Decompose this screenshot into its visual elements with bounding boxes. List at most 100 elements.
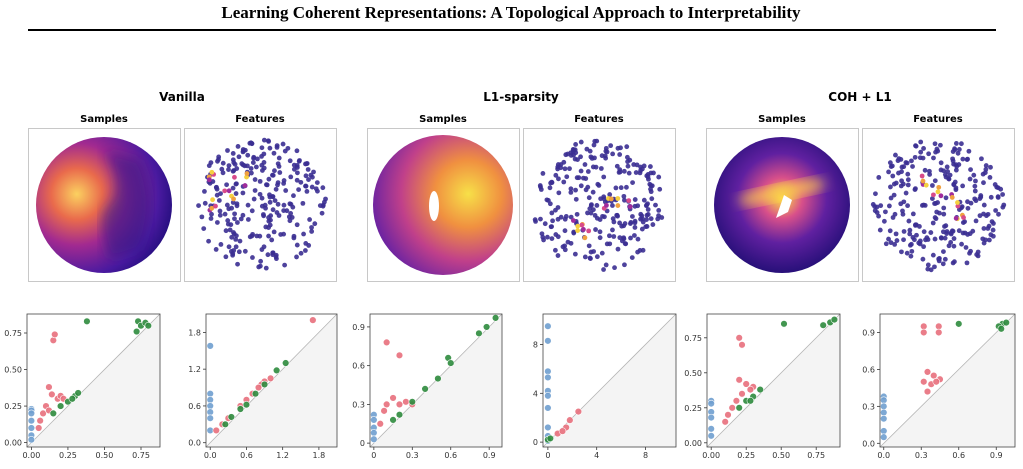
feature-dot <box>878 203 884 209</box>
feature-dot <box>625 163 631 169</box>
point <box>880 402 888 411</box>
feature-dot <box>921 244 927 250</box>
feature-dot <box>638 211 644 217</box>
feature-dot <box>648 170 654 176</box>
feature-dot <box>893 152 898 158</box>
feature-dot <box>282 262 288 268</box>
point <box>56 402 65 410</box>
feature-dot <box>622 197 627 203</box>
feature-dot <box>947 172 953 178</box>
feature-dot <box>988 232 994 238</box>
feature-dot <box>615 246 621 252</box>
feature-dot <box>938 235 944 241</box>
feature-dot <box>587 255 593 261</box>
feature-dot <box>287 218 293 224</box>
feature-dot <box>214 220 220 225</box>
y-tick-label: 1.2 <box>188 365 201 374</box>
feature-dot <box>547 185 553 191</box>
feature-dot <box>913 186 918 192</box>
point <box>434 374 442 383</box>
feature-dot <box>601 196 607 202</box>
y-tick-label: 0.3 <box>352 400 365 409</box>
feature-dot <box>313 186 319 192</box>
feature-dot <box>608 196 614 202</box>
point <box>880 414 888 423</box>
feature-dot <box>932 236 938 242</box>
feature-dot <box>567 166 572 172</box>
feature-dot <box>899 169 904 175</box>
point <box>880 433 888 441</box>
point <box>997 325 1005 333</box>
feature-dot <box>932 215 938 220</box>
feature-dot <box>931 155 936 161</box>
feature-dot <box>238 216 244 222</box>
feature-dot <box>225 148 230 153</box>
point <box>68 395 77 403</box>
feature-dot <box>941 249 946 254</box>
point <box>221 420 230 429</box>
feature-dot <box>883 241 889 247</box>
feature-dot <box>981 202 987 208</box>
feature-dot <box>610 203 615 208</box>
point <box>39 409 47 418</box>
feature-dot <box>275 201 281 207</box>
feature-dot <box>886 169 891 175</box>
feature-dot <box>604 149 610 155</box>
persistence-diagram: 0.0 0.6 1.2 1.8 0.0 0.6 1.2 1.8 <box>188 313 338 460</box>
x-tick-label: 0.50 <box>772 451 790 460</box>
feature-dot <box>542 221 548 227</box>
feature-dot <box>258 258 264 264</box>
feature-dot <box>245 217 251 222</box>
feature-dot <box>574 211 580 217</box>
point <box>48 390 56 399</box>
diagonal <box>879 313 1016 448</box>
feature-dot <box>572 156 578 162</box>
feature-dot <box>248 140 254 146</box>
feature-dot <box>892 241 898 247</box>
feature-dot <box>218 242 224 247</box>
y-tick-label: 0.50 <box>4 366 22 375</box>
feature-dot <box>311 169 316 175</box>
feature-dot <box>894 238 900 243</box>
point <box>923 387 932 396</box>
point <box>281 359 290 367</box>
feature-dot <box>253 164 259 170</box>
feature-dot <box>556 176 561 182</box>
feature-dot <box>956 228 962 234</box>
feature-dot <box>244 171 250 176</box>
feature-dot <box>562 166 568 172</box>
feature-dot <box>615 203 621 208</box>
feature-dot <box>233 244 239 250</box>
feature-dot <box>905 203 910 209</box>
feature-dot <box>960 183 966 189</box>
feature-dot <box>290 204 296 210</box>
feature-dot <box>594 254 600 260</box>
point <box>242 401 251 409</box>
feature-dot <box>965 156 970 162</box>
feature-dot <box>235 144 241 149</box>
feature-dot <box>230 185 236 191</box>
feature-dot <box>573 187 578 193</box>
x-tick-label: 0.0 <box>204 451 217 460</box>
point <box>206 408 214 416</box>
feature-dot <box>568 240 574 246</box>
feature-dot <box>941 211 947 217</box>
feature-dot <box>645 212 651 217</box>
point <box>1002 318 1010 327</box>
feature-dot <box>903 160 909 165</box>
feature-dot <box>206 238 211 244</box>
feature-dot <box>273 186 279 192</box>
feature-dot <box>572 251 578 257</box>
x-tick-label: 0.3 <box>406 451 419 460</box>
feature-dot <box>282 148 288 154</box>
feature-dot <box>219 166 225 172</box>
feature-dot <box>645 207 651 212</box>
feature-dot <box>888 195 894 201</box>
panel-title: Vanilla <box>159 90 205 104</box>
feature-dot <box>949 195 955 200</box>
feature-dot <box>266 233 271 239</box>
feature-dot <box>581 227 586 232</box>
feature-dot <box>888 240 894 246</box>
panel-title: COH + L1 <box>828 90 891 104</box>
